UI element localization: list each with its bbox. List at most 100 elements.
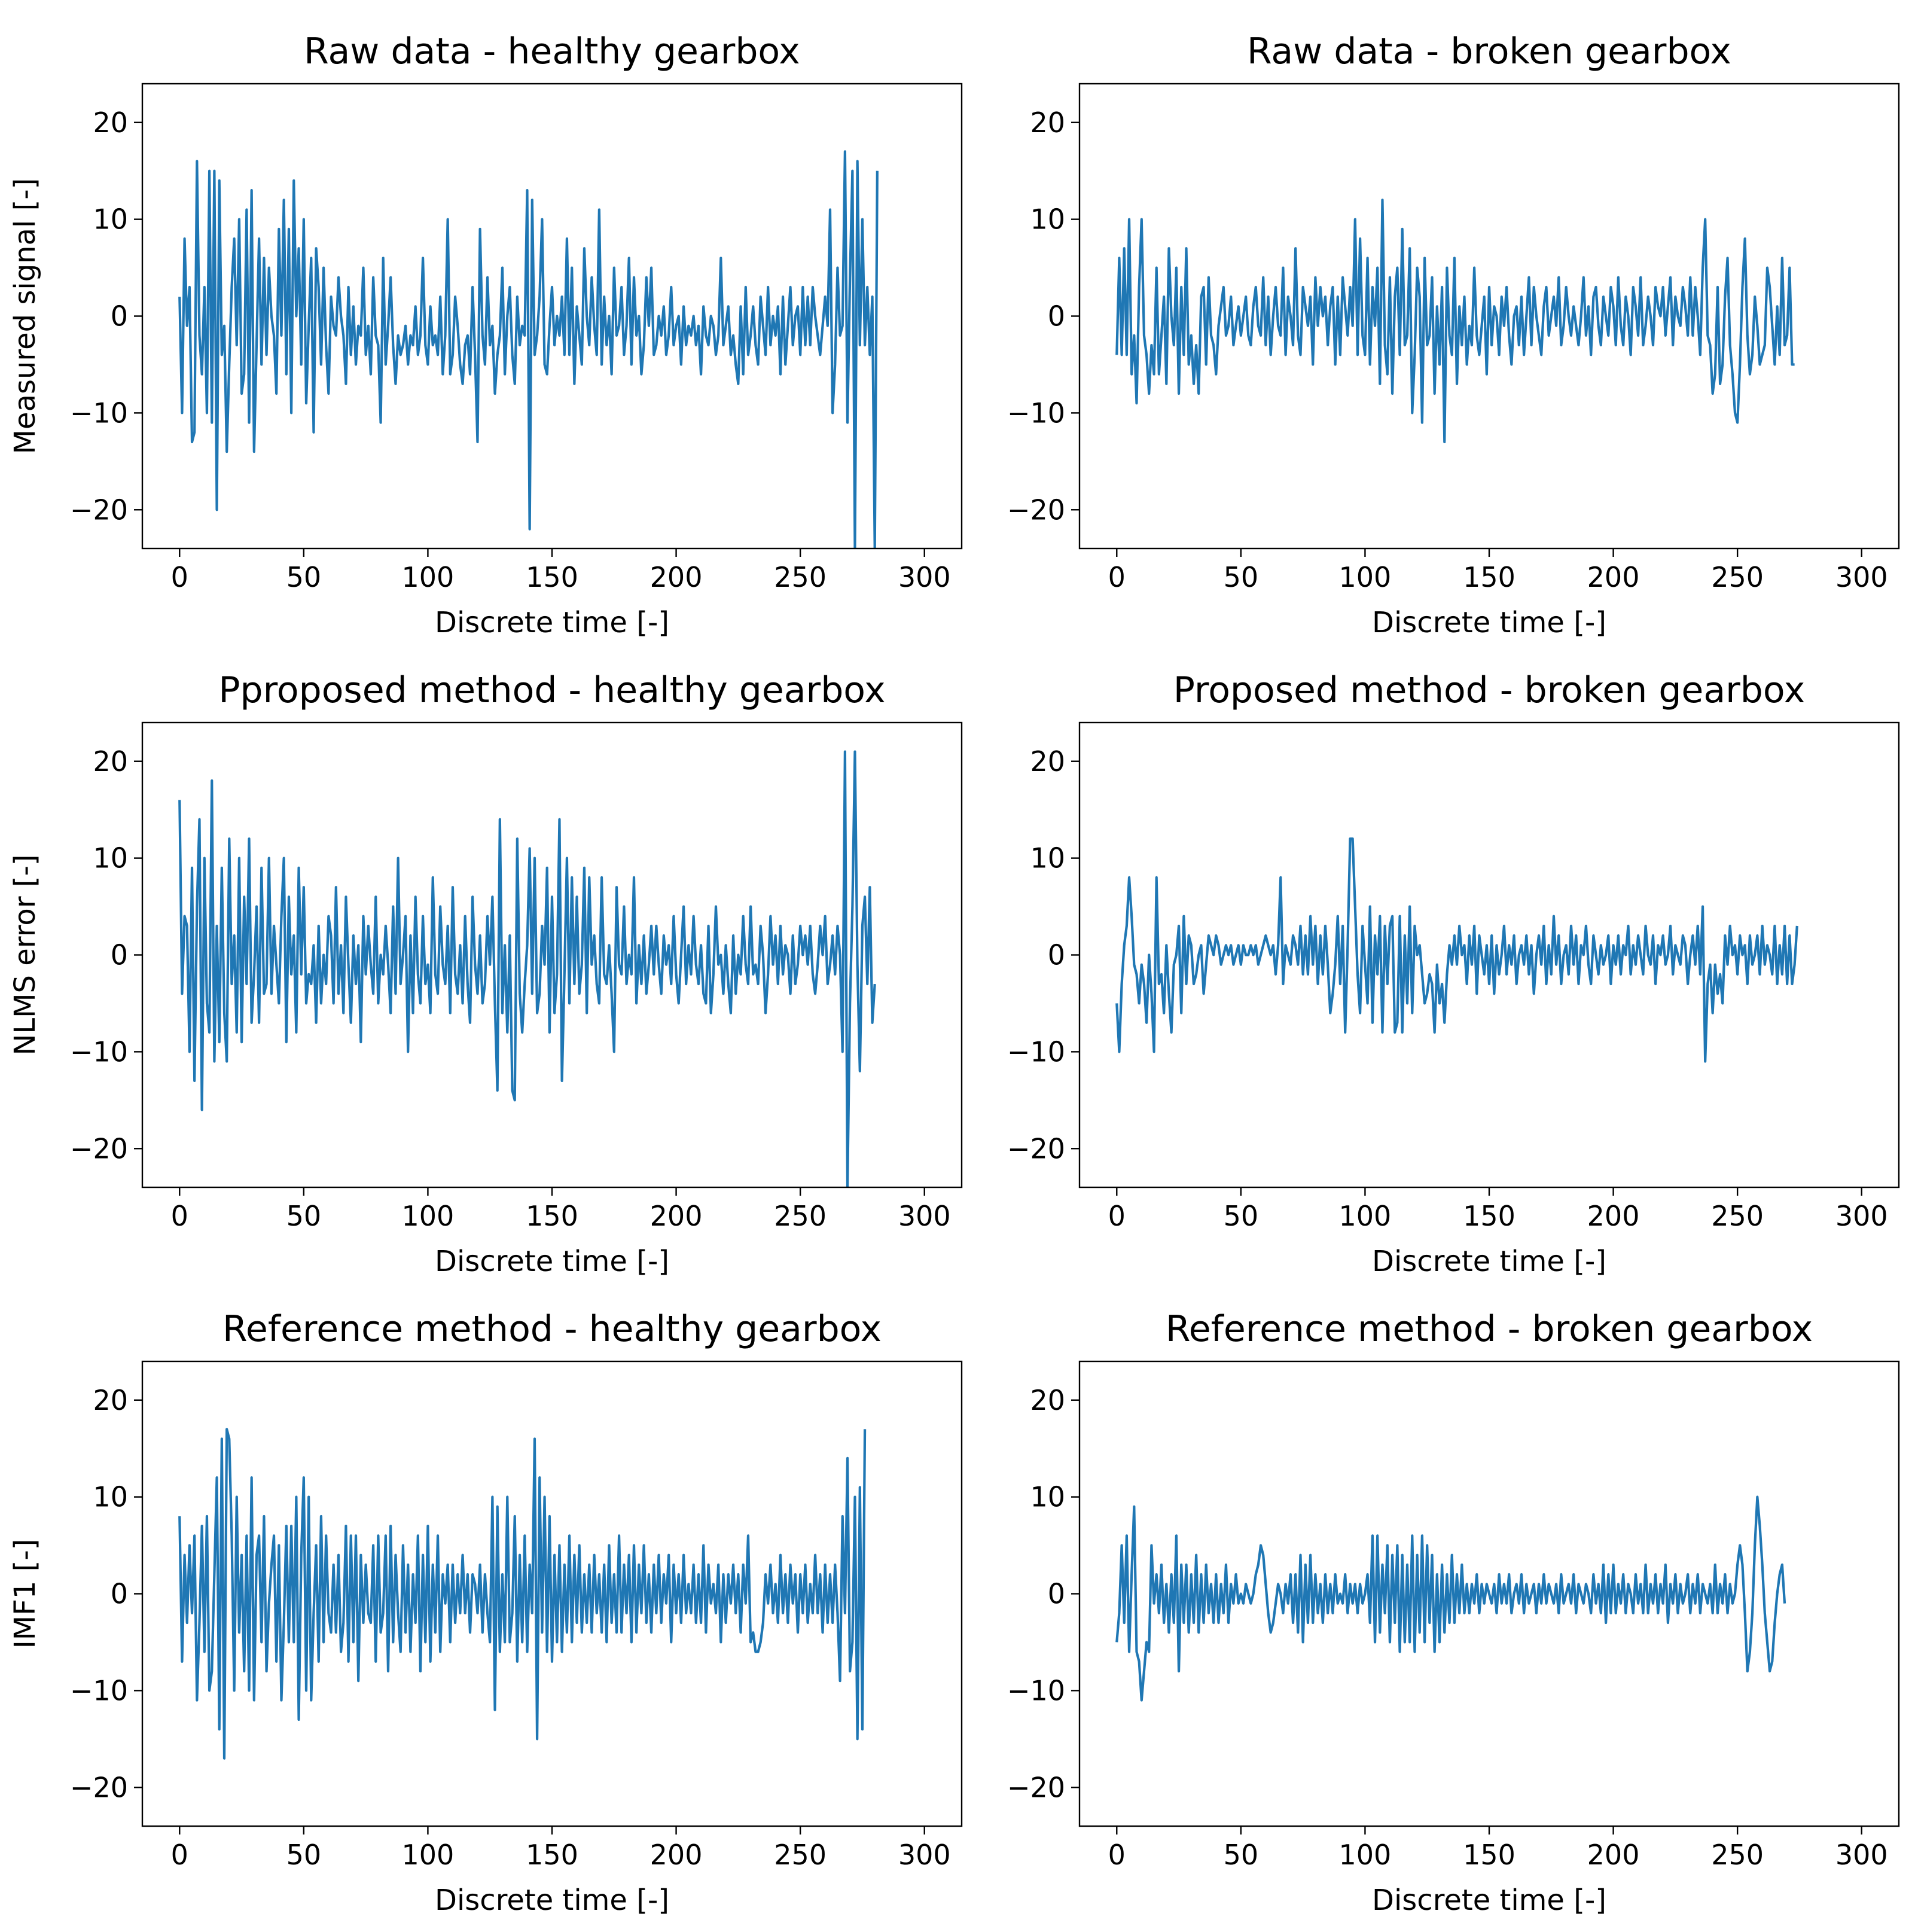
y-tick-label: 0 <box>111 300 128 333</box>
y-tick-label: 20 <box>1030 745 1065 778</box>
y-tick-label: −20 <box>1007 1132 1065 1165</box>
y-tick-label: 0 <box>1048 939 1065 971</box>
subplot-title-proposed-broken: Proposed method - broken gearbox <box>1173 669 1805 711</box>
x-tick-label: 0 <box>171 561 188 593</box>
y-tick-label: −20 <box>70 493 128 526</box>
y-tick-label: 20 <box>93 745 128 778</box>
x-axis-label-raw-broken: Discrete time [-] <box>1372 606 1606 639</box>
x-tick-label: 200 <box>1587 561 1640 593</box>
y-axis-label-proposed-healthy: NLMS error [-] <box>8 854 42 1055</box>
y-tick-label: 0 <box>111 1578 128 1610</box>
series-line-reference-healthy <box>178 1428 867 1760</box>
x-tick-label: 300 <box>898 561 951 593</box>
x-tick-label: 100 <box>402 1200 455 1232</box>
x-tick-label: 0 <box>1108 1839 1126 1871</box>
y-tick-label: 0 <box>1048 300 1065 333</box>
x-tick-label: 150 <box>526 1200 578 1232</box>
x-axis-label-reference-broken: Discrete time [-] <box>1372 1884 1606 1917</box>
x-tick-label: 50 <box>286 1200 322 1232</box>
x-tick-label: 100 <box>402 1839 455 1871</box>
y-tick-label: −10 <box>70 1674 128 1707</box>
x-tick-label: 300 <box>898 1839 951 1871</box>
y-axis-label-raw-healthy: Measured signal [-] <box>8 178 42 455</box>
x-tick-label: 300 <box>1835 561 1888 593</box>
x-tick-label: 50 <box>1224 1839 1259 1871</box>
y-tick-label: 0 <box>111 939 128 971</box>
y-tick-label: 10 <box>1030 1481 1065 1513</box>
x-axis-label-raw-healthy: Discrete time [-] <box>435 606 669 639</box>
series-line-raw-broken <box>1115 199 1795 444</box>
x-tick-label: 50 <box>1224 561 1259 593</box>
x-tick-label: 300 <box>1835 1200 1888 1232</box>
x-axis-label-proposed-healthy: Discrete time [-] <box>435 1245 669 1278</box>
y-tick-label: −10 <box>70 397 128 429</box>
x-tick-label: 0 <box>171 1839 188 1871</box>
series-line-proposed-healthy <box>178 750 876 1187</box>
subplot-title-proposed-healthy: Pproposed method - healthy gearbox <box>218 669 885 711</box>
x-tick-label: 300 <box>898 1200 951 1232</box>
subplot-title-reference-healthy: Reference method - healthy gearbox <box>222 1308 882 1350</box>
y-tick-label: 10 <box>1030 842 1065 874</box>
series-line-proposed-broken <box>1115 837 1798 1063</box>
subplot-title-reference-broken: Reference method - broken gearbox <box>1166 1308 1813 1350</box>
x-tick-label: 200 <box>1587 1200 1640 1232</box>
x-axis-label-reference-healthy: Discrete time [-] <box>435 1884 669 1917</box>
x-tick-label: 0 <box>1108 1200 1126 1232</box>
x-tick-label: 50 <box>286 561 322 593</box>
y-axis-label-reference-healthy: IMF1 [-] <box>8 1539 42 1649</box>
x-tick-label: 250 <box>1711 561 1764 593</box>
subplot-title-raw-healthy: Raw data - healthy gearbox <box>304 31 800 72</box>
y-tick-label: −20 <box>70 1771 128 1803</box>
x-tick-label: 150 <box>526 1839 578 1871</box>
y-tick-label: −20 <box>70 1132 128 1165</box>
x-tick-label: 200 <box>1587 1839 1640 1871</box>
y-tick-label: 20 <box>93 1384 128 1416</box>
y-tick-label: 10 <box>93 203 128 236</box>
x-tick-label: 150 <box>1463 561 1515 593</box>
y-tick-label: −10 <box>70 1035 128 1068</box>
series-line-raw-healthy <box>178 150 879 548</box>
x-tick-label: 100 <box>1339 561 1392 593</box>
x-tick-label: 0 <box>171 1200 188 1232</box>
y-tick-label: −10 <box>1007 1035 1065 1068</box>
x-tick-label: 0 <box>1108 561 1126 593</box>
x-tick-label: 50 <box>286 1839 322 1871</box>
y-tick-label: 20 <box>1030 1384 1065 1416</box>
y-tick-label: −20 <box>1007 1771 1065 1803</box>
subplot-title-raw-broken: Raw data - broken gearbox <box>1247 31 1731 72</box>
y-tick-label: 10 <box>93 1481 128 1513</box>
x-tick-label: 150 <box>526 561 578 593</box>
y-tick-label: 0 <box>1048 1578 1065 1610</box>
x-tick-label: 250 <box>774 561 827 593</box>
x-tick-label: 50 <box>1224 1200 1259 1232</box>
y-tick-label: 20 <box>1030 106 1065 139</box>
x-axis-label-proposed-broken: Discrete time [-] <box>1372 1245 1606 1278</box>
x-tick-label: 250 <box>1711 1839 1764 1871</box>
y-tick-label: 20 <box>93 106 128 139</box>
x-tick-label: 250 <box>1711 1200 1764 1232</box>
x-tick-label: 100 <box>1339 1200 1392 1232</box>
x-tick-label: 200 <box>650 561 703 593</box>
y-tick-label: −10 <box>1007 1674 1065 1707</box>
x-tick-label: 150 <box>1463 1200 1515 1232</box>
y-tick-label: −20 <box>1007 493 1065 526</box>
x-tick-label: 150 <box>1463 1839 1515 1871</box>
y-tick-label: 10 <box>93 842 128 874</box>
x-tick-label: 200 <box>650 1200 703 1232</box>
x-tick-label: 250 <box>774 1200 827 1232</box>
y-tick-label: 10 <box>1030 203 1065 236</box>
x-tick-label: 300 <box>1835 1839 1888 1871</box>
x-tick-label: 200 <box>650 1839 703 1871</box>
x-tick-label: 100 <box>402 561 455 593</box>
x-tick-label: 100 <box>1339 1839 1392 1871</box>
series-line-reference-broken <box>1115 1495 1786 1702</box>
y-tick-label: −10 <box>1007 397 1065 429</box>
